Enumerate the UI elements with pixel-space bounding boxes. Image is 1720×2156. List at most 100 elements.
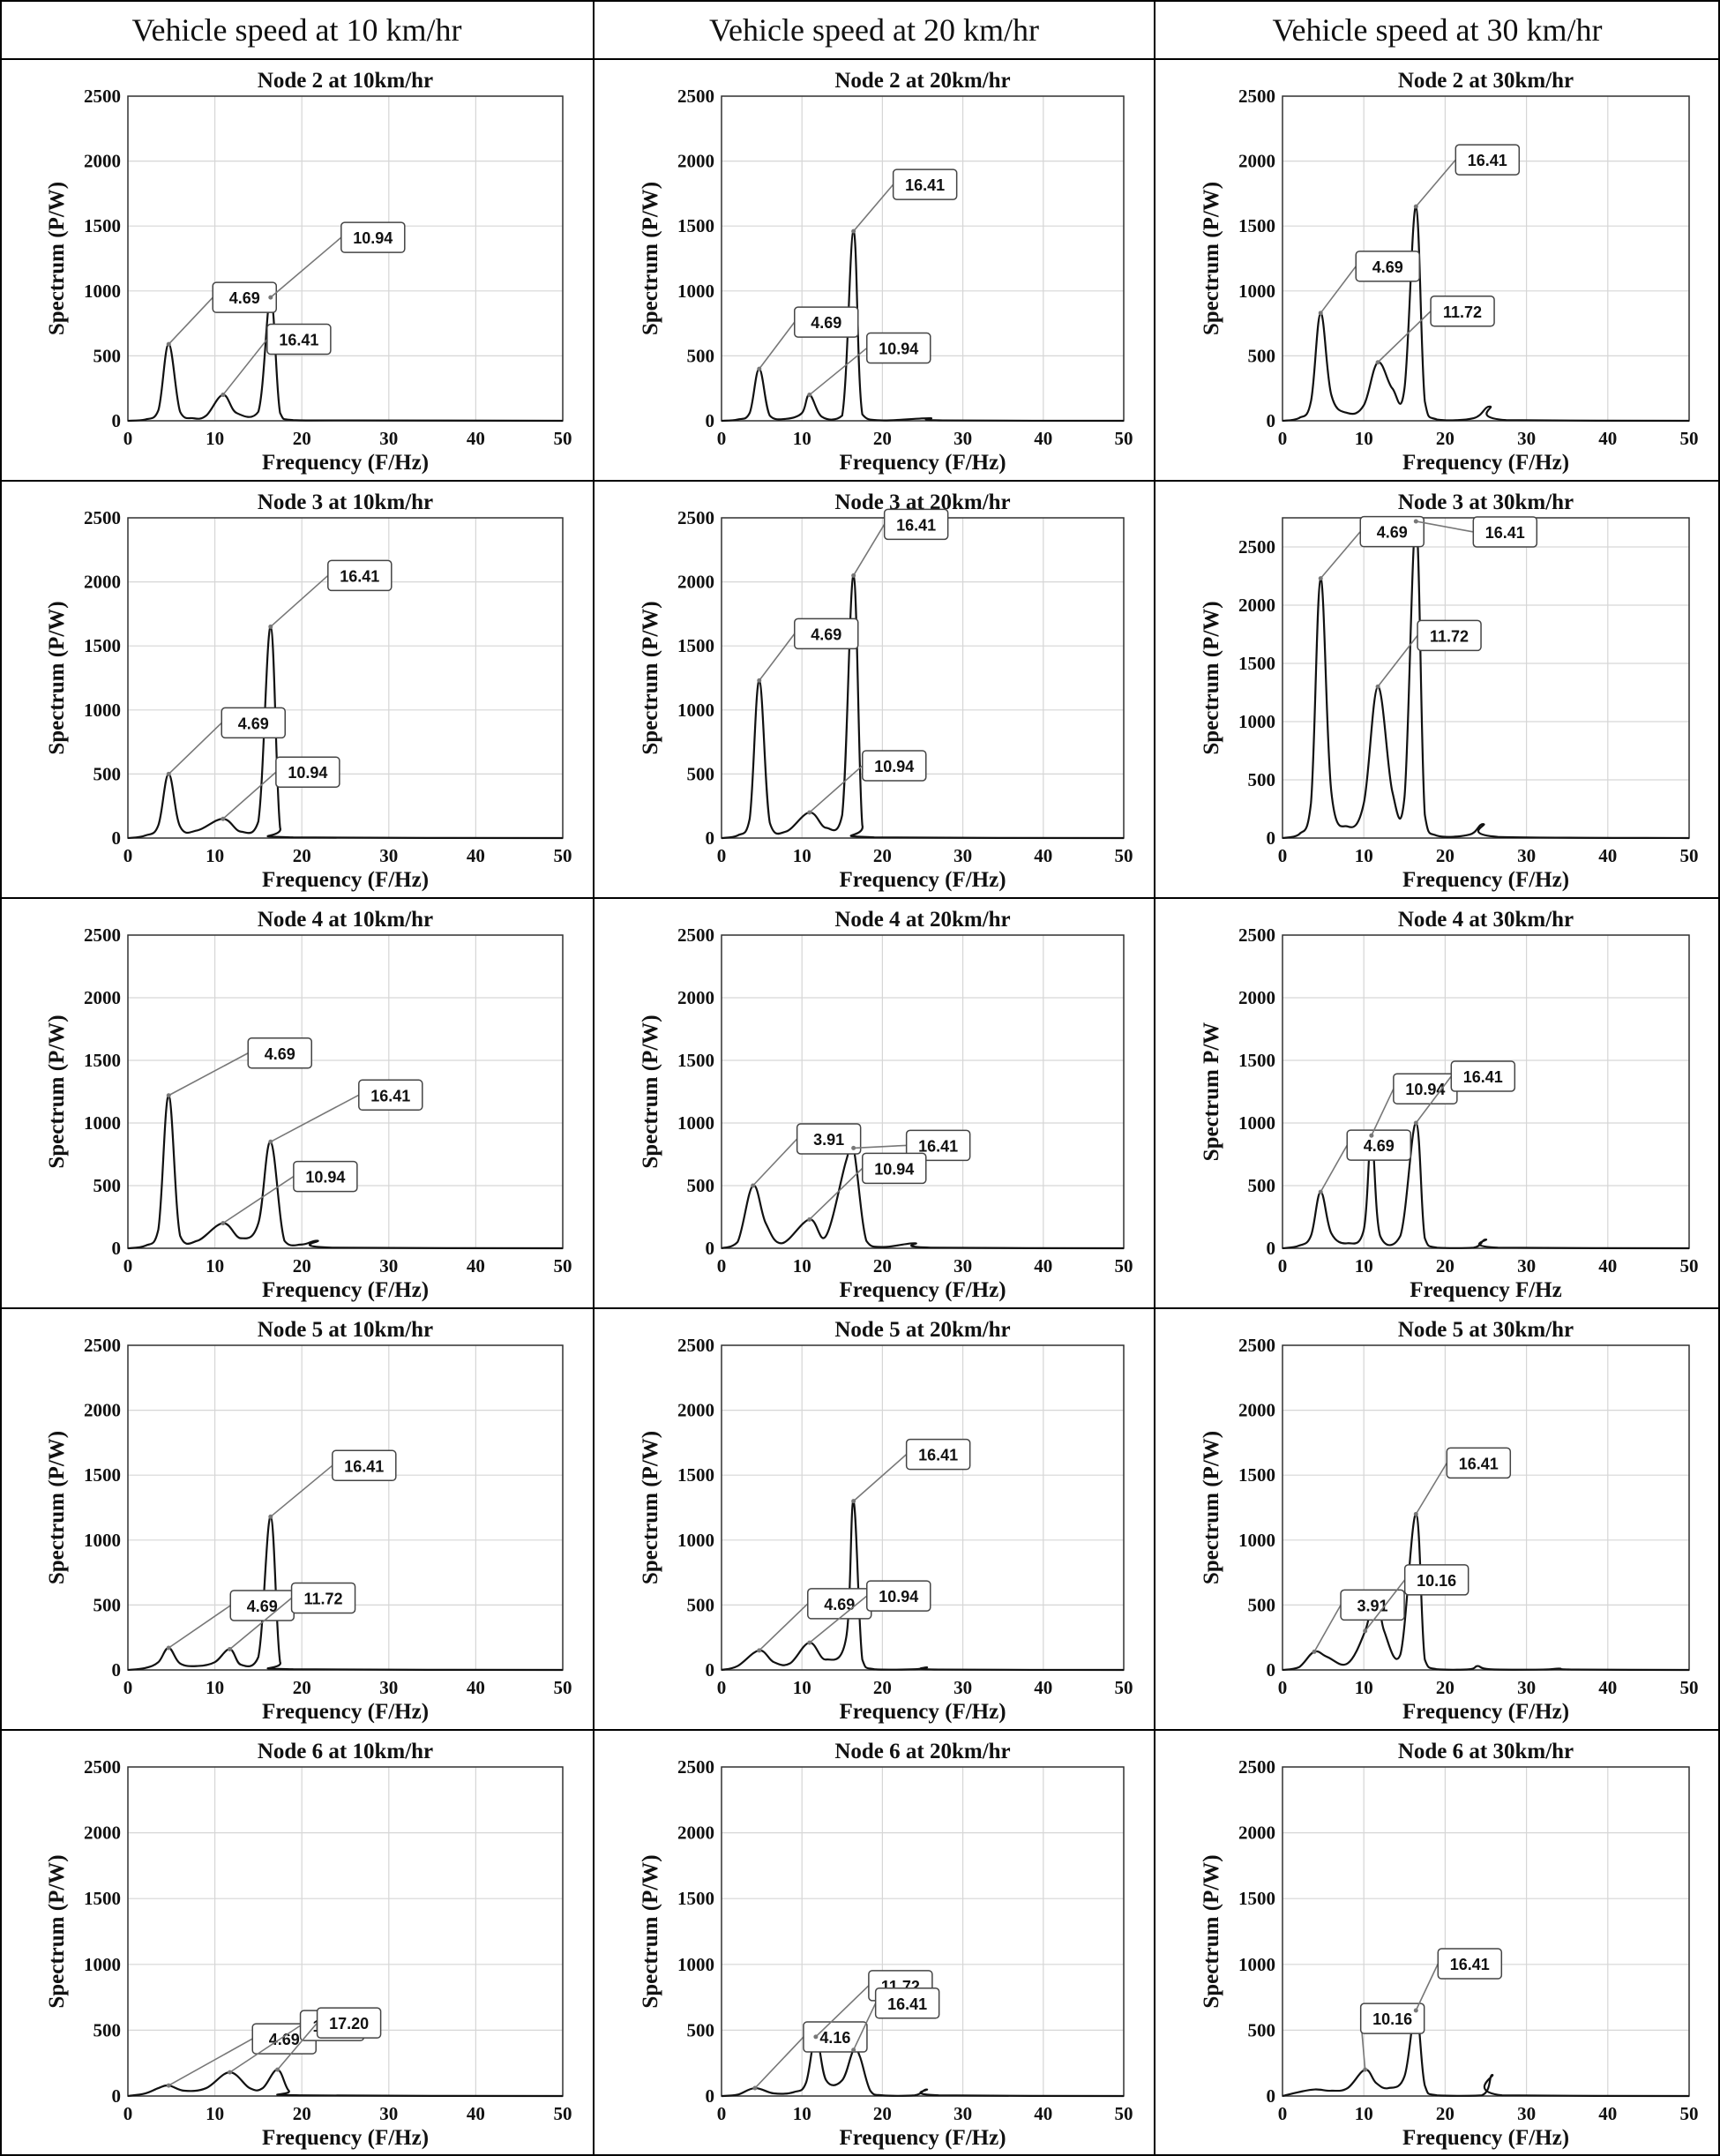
y-tick-label: 2000	[84, 151, 121, 172]
datatip-leader	[853, 183, 894, 232]
y-tick-label: 2500	[84, 925, 121, 946]
y-tick-label: 0	[706, 1238, 715, 1259]
y-tick-label: 500	[687, 1594, 715, 1615]
x-tick-label: 20	[1436, 845, 1455, 866]
panel-node3-10kmh: 0 10 20 30 40 50 0 500 1000 1500 2000 2500 Node 3 at…	[0, 481, 594, 898]
y-tick-label: 1000	[677, 1530, 714, 1551]
datatip-box	[862, 750, 927, 782]
x-tick-label: 30	[953, 1255, 972, 1276]
datatip-leader	[759, 1603, 809, 1651]
datatip-box	[275, 756, 340, 788]
datatip-leader	[270, 236, 342, 298]
y-axis-label: Spectrum (P/W)	[639, 601, 662, 754]
y-tick-label: 2000	[677, 1823, 714, 1844]
datatip-marker	[757, 366, 762, 371]
y-tick-label: 2500	[677, 1335, 714, 1356]
y-tick-label: 2000	[84, 1400, 121, 1421]
x-tick-label: 10	[206, 1677, 224, 1698]
datatip-marker	[166, 771, 171, 776]
x-tick-label: 40	[1034, 845, 1052, 866]
datatip-marker	[1375, 360, 1380, 365]
y-axis-label: Spectrum (P/W)	[1200, 1431, 1223, 1584]
x-tick-label: 0	[1278, 1255, 1288, 1276]
datatip-label: 16.41	[279, 332, 318, 349]
y-axis-label: Spectrum (P/W)	[45, 1014, 69, 1168]
datatip-marker	[1318, 311, 1323, 316]
x-axis-label: Frequency (F/Hz)	[1402, 868, 1569, 892]
y-tick-label: 1500	[84, 1888, 121, 1909]
datatip-leader	[1371, 1088, 1395, 1136]
datatip-marker	[1369, 1133, 1374, 1138]
x-tick-label: 50	[1115, 845, 1133, 866]
x-axis-label: Frequency (F/Hz)	[262, 1700, 429, 1724]
y-tick-label: 1500	[1238, 653, 1275, 674]
y-axis-label: Spectrum (P/W)	[1200, 601, 1223, 754]
datatip-box	[332, 1449, 397, 1482]
chart-title: Node 5 at 20km/hr	[834, 1318, 1010, 1342]
datatip-marker	[221, 1221, 226, 1226]
spectrum-line	[127, 625, 564, 840]
datatip-box	[794, 618, 859, 650]
chart-title: Node 2 at 30km/hr	[1398, 69, 1574, 93]
chart-title: Node 6 at 30km/hr	[1398, 1740, 1574, 1763]
y-tick-label: 2500	[677, 1756, 714, 1778]
datatip-marker	[807, 393, 812, 398]
plot-frame	[721, 95, 1125, 422]
datatip-leader	[222, 339, 268, 396]
datatip-box	[327, 559, 393, 592]
datatip-marker	[1312, 1649, 1317, 1654]
x-tick-label: 30	[1517, 428, 1536, 449]
x-tick-label: 40	[1598, 428, 1617, 449]
x-axis-label: Frequency (F/Hz)	[262, 2126, 429, 2150]
datatip-marker	[807, 1216, 812, 1222]
datatip-marker	[851, 1145, 856, 1150]
x-tick-label: 0	[717, 1677, 727, 1698]
datatip-marker	[268, 1139, 273, 1144]
datatip-box	[1359, 515, 1425, 548]
y-tick-label: 2000	[1238, 1400, 1275, 1421]
spectrum-line	[721, 1140, 1125, 1250]
datatip-box	[883, 508, 949, 541]
datatip-box	[358, 1079, 423, 1112]
datatip-box	[1340, 1589, 1405, 1621]
datatip-leader	[1320, 266, 1357, 314]
datatip-label: 4.69	[238, 715, 269, 732]
datatip-leader	[754, 2036, 804, 2089]
x-tick-label: 30	[1517, 1255, 1536, 1276]
datatip-label: 4.69	[265, 1045, 295, 1063]
datatip-label: 16.41	[1485, 524, 1525, 542]
x-tick-label: 30	[953, 1677, 972, 1698]
datatip-box	[892, 168, 958, 200]
x-tick-label: 0	[123, 845, 133, 866]
datatip-label: 4.69	[1377, 524, 1408, 542]
y-tick-label: 500	[93, 1175, 122, 1196]
datatip-marker	[166, 2083, 171, 2088]
x-tick-label: 40	[1598, 845, 1617, 866]
y-tick-label: 500	[1248, 1594, 1276, 1615]
datatip-box	[1403, 1564, 1469, 1596]
x-tick-label: 40	[1034, 428, 1052, 449]
x-axis-label: Frequency (F/Hz)	[1402, 1700, 1569, 1724]
x-tick-label: 10	[1355, 1677, 1373, 1698]
datatip-label: 4.69	[824, 1596, 855, 1613]
datatip-label: 4.69	[811, 625, 841, 643]
y-tick-label: 2500	[84, 507, 121, 528]
datatip-leader	[759, 633, 796, 681]
datatip-marker	[228, 2070, 233, 2075]
x-tick-label: 20	[873, 2103, 892, 2124]
datatip-leader	[1415, 1462, 1447, 1515]
table-rule	[1154, 0, 1155, 2156]
datatip-label: 16.41	[887, 1995, 927, 2013]
datatip-label: 11.72	[1430, 627, 1469, 645]
plot-area	[722, 1767, 1124, 2096]
datatip-leader	[276, 2022, 318, 2070]
y-tick-label: 1000	[84, 1530, 121, 1551]
datatip-box	[1455, 144, 1521, 176]
table-rule	[0, 480, 1720, 482]
x-tick-label: 50	[1680, 1255, 1699, 1276]
datatip-box	[796, 1123, 862, 1155]
datatip-leader	[853, 1454, 908, 1502]
datatip-marker	[1413, 2008, 1418, 2013]
